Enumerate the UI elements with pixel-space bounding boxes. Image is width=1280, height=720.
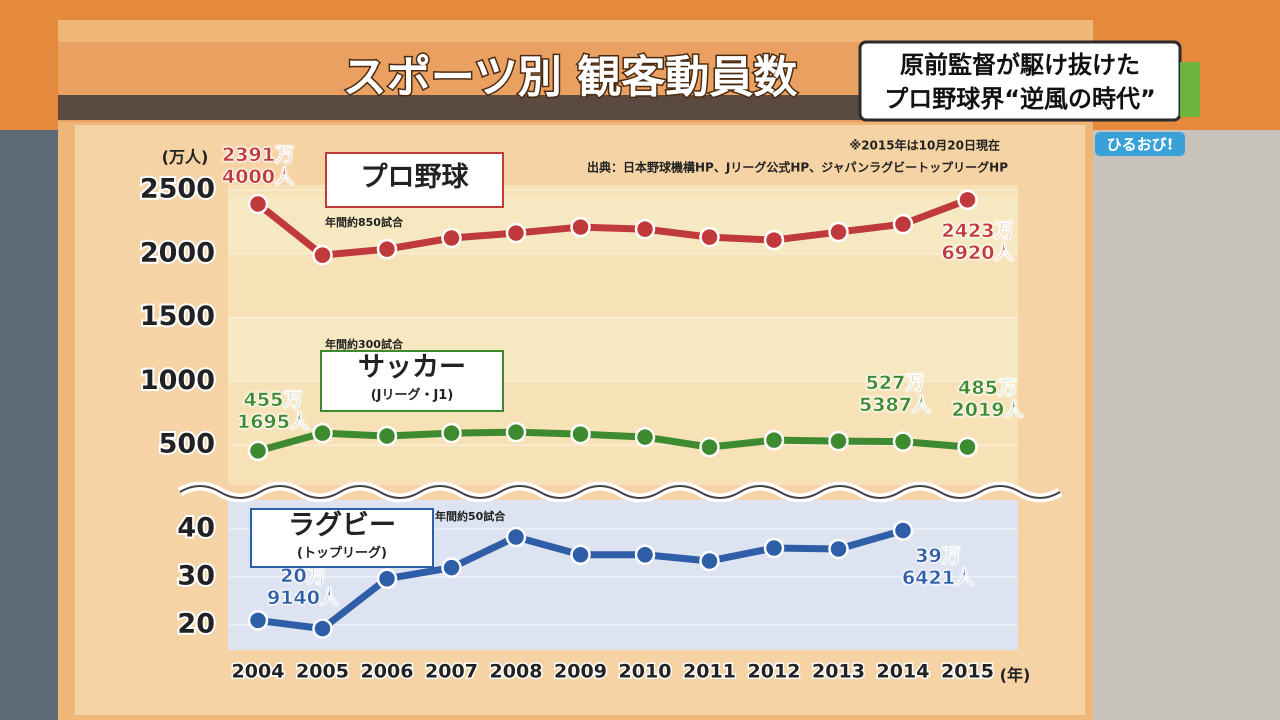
y-tick-label: 2500	[140, 174, 215, 205]
x-tick-label: 2014	[877, 661, 930, 683]
data-point	[312, 618, 333, 639]
data-point	[505, 222, 527, 244]
data-point	[699, 436, 720, 458]
studio-side	[1090, 130, 1280, 720]
legend-note: (Jリーグ・J1)	[370, 388, 454, 403]
chart-title: スポーツ別 観客動員数	[343, 52, 797, 103]
data-point	[247, 610, 269, 631]
y-tick-label: 1500	[140, 301, 215, 332]
note: ※2015年は10月20日現在	[850, 138, 1000, 153]
legend-box: プロ野球	[325, 152, 504, 208]
y-axis-label: (万人)	[162, 148, 209, 167]
headline: プロ野球界“逆風の時代”	[884, 85, 1156, 113]
legend-label: ラグビー	[288, 510, 396, 541]
value-label: 455万 1695人	[237, 388, 309, 434]
x-tick-label: 2005	[296, 661, 349, 683]
data-point	[892, 520, 914, 541]
y-tick-label: 20	[177, 608, 215, 639]
data-point	[828, 430, 849, 452]
value-label: 20万 9140人	[267, 565, 339, 610]
axis-break	[179, 485, 1061, 499]
x-tick-label: 2008	[490, 661, 543, 683]
logo: ひるおび!	[1107, 136, 1174, 154]
x-tick-label: 2010	[619, 661, 672, 683]
data-point	[634, 218, 656, 240]
data-point	[763, 229, 785, 251]
data-point	[892, 213, 914, 235]
x-tick-label: 2009	[554, 661, 607, 683]
legend-box: ラグビー (トップリーグ)	[250, 508, 434, 568]
annotation: 年間約850試合	[325, 216, 403, 229]
data-point	[441, 422, 462, 444]
x-tick-label: 2006	[361, 661, 414, 683]
x-tick-label: 2011	[683, 661, 736, 683]
annotation: 年間約300試合	[325, 338, 403, 351]
data-point	[957, 189, 978, 211]
data-point	[634, 426, 656, 448]
data-point	[247, 440, 269, 462]
x-axis-label: (年)	[1000, 666, 1031, 685]
x-tick-label: 2012	[748, 661, 801, 683]
data-point	[505, 421, 527, 443]
data-point	[376, 425, 398, 447]
y-tick-label: 1000	[140, 365, 215, 396]
value-label: 2391万 4000人	[222, 143, 294, 189]
data-point	[312, 422, 333, 444]
y-tick-label: 500	[159, 429, 215, 460]
data-point	[570, 216, 591, 238]
series-line	[255, 196, 969, 259]
legend-label: プロ野球	[360, 162, 469, 193]
y-tick-label: 2000	[140, 237, 215, 268]
data-point	[828, 221, 849, 243]
y-tick-label: 40	[177, 512, 215, 543]
value-label: 485万 2019人	[951, 376, 1024, 422]
series-line	[257, 428, 968, 455]
x-tick-label: 2007	[425, 661, 478, 683]
data-point	[634, 544, 656, 565]
data-point	[376, 238, 398, 260]
headline-accent	[1180, 62, 1200, 117]
logo-box	[1095, 132, 1185, 156]
data-point	[441, 227, 462, 249]
data-point	[763, 429, 785, 451]
data-point	[505, 526, 527, 548]
data-point	[247, 193, 269, 215]
data-point	[312, 244, 333, 266]
data-point	[892, 431, 914, 452]
legend-label: サッカー	[358, 352, 466, 383]
data-point	[376, 568, 398, 589]
data-point	[957, 436, 978, 458]
data-point	[763, 537, 785, 559]
legend-box: サッカー (Jリーグ・J1)	[320, 350, 504, 412]
x-tick-label: 2015	[941, 661, 994, 683]
data-point	[570, 544, 591, 565]
value-label: 2423万 6920人	[941, 219, 1014, 265]
value-label: 39万 6421人	[902, 544, 974, 589]
legend-note: (トップリーグ)	[297, 546, 387, 561]
data-point	[699, 226, 720, 248]
annotation: 年間約50試合	[435, 510, 506, 523]
data-point	[441, 557, 462, 578]
source: 出典：日本野球機構HP、Jリーグ公式HP、ジャパンラグビートップリーグHP	[587, 160, 1008, 175]
data-point	[699, 550, 720, 572]
x-tick-label: 2013	[812, 661, 865, 683]
data-point	[570, 423, 591, 445]
value-label: 527万 5387人	[859, 371, 931, 416]
data-point	[828, 538, 849, 560]
x-tick-label: 2004	[232, 661, 285, 683]
y-tick-label: 30	[177, 560, 215, 591]
headline: 原前監督が駆け抜けた	[900, 51, 1140, 79]
